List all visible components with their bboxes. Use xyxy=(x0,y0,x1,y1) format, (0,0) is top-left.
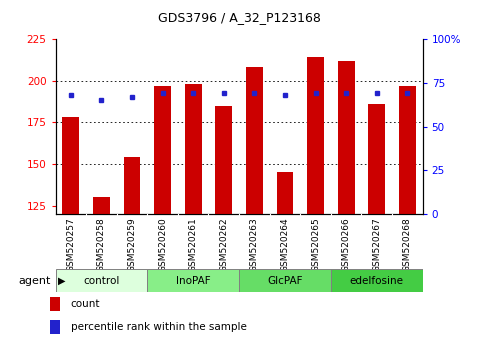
Bar xyxy=(93,198,110,214)
Bar xyxy=(331,269,423,292)
Text: GSM520267: GSM520267 xyxy=(372,217,381,272)
Bar xyxy=(50,297,60,312)
Text: GSM520261: GSM520261 xyxy=(189,217,198,272)
Bar xyxy=(399,86,416,214)
Text: percentile rank within the sample: percentile rank within the sample xyxy=(71,322,246,332)
Text: GSM520262: GSM520262 xyxy=(219,217,228,272)
Text: InoPAF: InoPAF xyxy=(176,275,211,286)
Text: control: control xyxy=(83,275,120,286)
Bar xyxy=(307,57,324,214)
Bar xyxy=(62,118,79,214)
Bar xyxy=(246,67,263,214)
Text: GSM520259: GSM520259 xyxy=(128,217,137,272)
Bar xyxy=(124,158,141,214)
Text: GlcPAF: GlcPAF xyxy=(267,275,303,286)
Text: agent: agent xyxy=(18,275,51,286)
Text: count: count xyxy=(71,299,100,309)
Text: GSM520258: GSM520258 xyxy=(97,217,106,272)
Bar xyxy=(147,269,239,292)
Text: GSM520266: GSM520266 xyxy=(341,217,351,272)
Text: ▶: ▶ xyxy=(58,275,66,286)
Text: edelfosine: edelfosine xyxy=(350,275,404,286)
Text: GSM520260: GSM520260 xyxy=(158,217,167,272)
Bar xyxy=(215,106,232,214)
Bar xyxy=(338,61,355,214)
Text: GSM520263: GSM520263 xyxy=(250,217,259,272)
Text: GSM520265: GSM520265 xyxy=(311,217,320,272)
Bar xyxy=(154,86,171,214)
Bar xyxy=(239,269,331,292)
Bar xyxy=(369,104,385,214)
Bar xyxy=(50,320,60,335)
Text: GDS3796 / A_32_P123168: GDS3796 / A_32_P123168 xyxy=(157,11,321,24)
Bar xyxy=(277,172,293,214)
Text: GSM520264: GSM520264 xyxy=(281,217,289,272)
Text: GSM520268: GSM520268 xyxy=(403,217,412,272)
Text: GSM520257: GSM520257 xyxy=(66,217,75,272)
Bar xyxy=(56,269,147,292)
Bar xyxy=(185,84,201,214)
